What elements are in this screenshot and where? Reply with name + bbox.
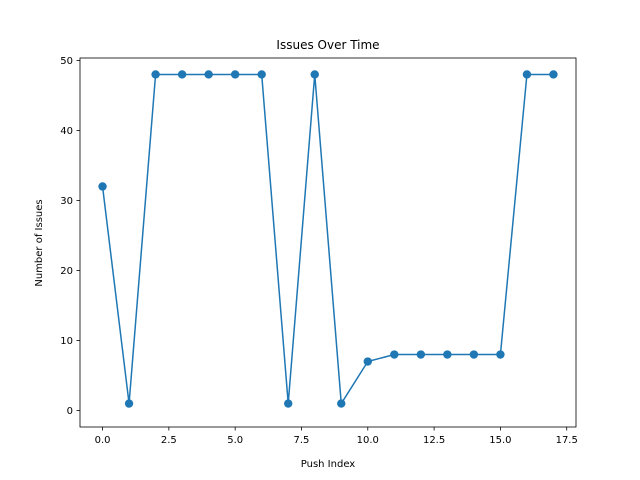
data-point — [151, 70, 160, 79]
x-tick-label: 5.0 — [227, 435, 243, 446]
y-tick-label: 30 — [60, 196, 73, 207]
x-axis-label: Push Index — [301, 459, 356, 470]
data-point — [177, 70, 187, 79]
data-point — [416, 350, 426, 359]
data-point — [230, 70, 240, 79]
y-tick-label: 10 — [60, 336, 73, 347]
chart-title: Issues Over Time — [276, 38, 379, 52]
x-tick-label: 7.5 — [294, 435, 310, 446]
data-point — [310, 70, 319, 79]
y-tick-label: 50 — [60, 56, 73, 67]
data-point — [443, 350, 452, 359]
data-point — [337, 399, 346, 408]
x-tick-label: 17.5 — [556, 435, 578, 446]
data-point — [284, 399, 293, 408]
data-point — [98, 182, 107, 191]
y-tick-label: 0 — [67, 406, 73, 417]
y-tick-label: 20 — [60, 266, 73, 277]
x-tick-label: 15.0 — [489, 435, 511, 446]
x-tick-label: 2.5 — [161, 435, 177, 446]
x-tick-label: 0.0 — [95, 435, 111, 446]
data-point — [522, 70, 532, 79]
x-tick-label: 12.5 — [423, 435, 445, 446]
plot-frame — [79, 57, 577, 428]
y-axis-label: Number of Issues — [34, 199, 45, 286]
data-point — [257, 70, 266, 79]
data-point — [469, 350, 479, 359]
data-point — [204, 70, 213, 79]
x-tick-label: 10.0 — [357, 435, 379, 446]
data-point — [549, 70, 558, 79]
data-point — [390, 350, 399, 359]
data-point — [363, 357, 372, 366]
y-tick-label: 40 — [60, 126, 73, 137]
data-point — [496, 350, 505, 359]
series-line — [101, 73, 554, 405]
data-point — [124, 399, 134, 408]
